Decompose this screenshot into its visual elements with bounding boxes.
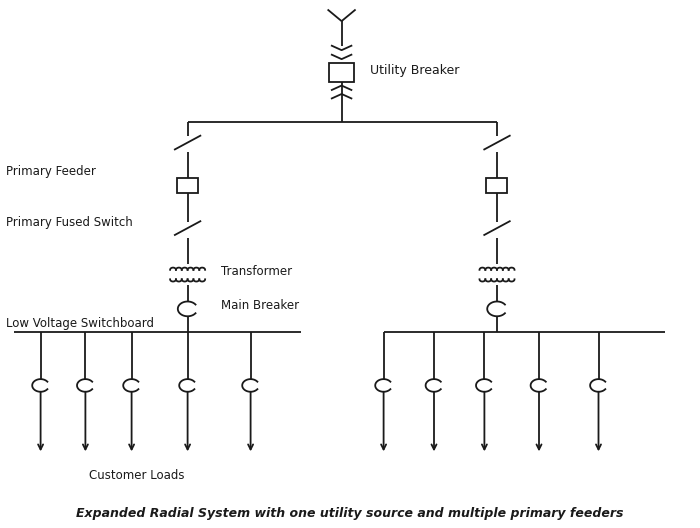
Text: Main Breaker: Main Breaker xyxy=(221,299,300,312)
Text: Primary Fused Switch: Primary Fused Switch xyxy=(6,216,132,229)
Bar xyxy=(177,178,198,193)
Text: Low Voltage Switchboard: Low Voltage Switchboard xyxy=(6,317,153,329)
Text: Primary Feeder: Primary Feeder xyxy=(6,165,95,177)
Bar xyxy=(329,63,354,82)
Text: Expanded Radial System with one utility source and multiple primary feeders: Expanded Radial System with one utility … xyxy=(76,507,624,520)
Text: Utility Breaker: Utility Breaker xyxy=(370,64,459,77)
Text: Customer Loads: Customer Loads xyxy=(89,469,184,482)
Bar xyxy=(486,178,507,193)
Text: Transformer: Transformer xyxy=(221,265,293,278)
